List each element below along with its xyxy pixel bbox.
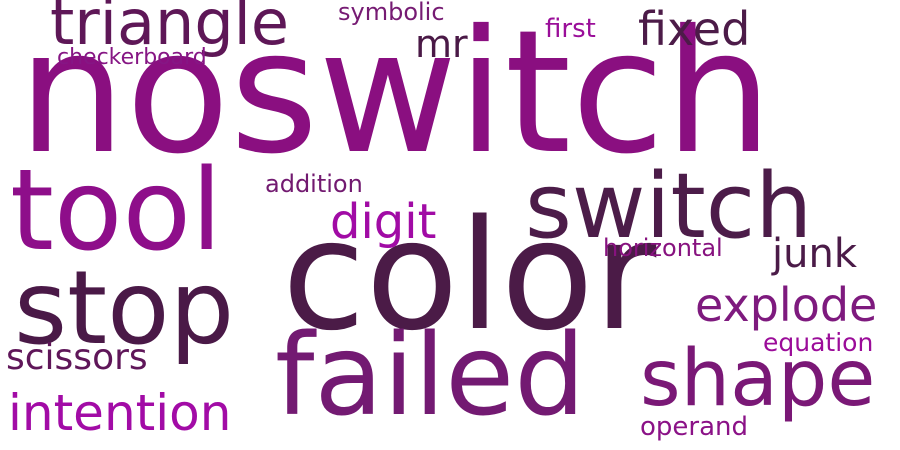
word-explode: explode xyxy=(695,278,878,332)
word-noswitch: noswitch xyxy=(18,0,773,192)
word-shape: shape xyxy=(640,334,876,424)
word-digit: digit xyxy=(330,194,437,250)
word-fixed: fixed xyxy=(638,2,751,56)
word-equation: equation xyxy=(763,328,874,357)
word-checkerboard: checkerboard xyxy=(57,45,207,70)
word-operand: operand xyxy=(640,412,749,442)
word-addition: addition xyxy=(265,170,363,198)
word-color: color xyxy=(282,187,657,364)
word-first: first xyxy=(545,14,596,44)
word-mr: mr xyxy=(415,22,468,66)
word-triangle: triangle xyxy=(50,0,290,59)
word-failed: failed xyxy=(275,311,586,441)
word-junk: junk xyxy=(772,231,857,277)
word-horizontal: horizontal xyxy=(603,234,723,262)
word-tool: tool xyxy=(10,146,223,276)
word-intention: intention xyxy=(8,384,232,442)
word-stop: stop xyxy=(14,249,235,368)
word-symbolic: symbolic xyxy=(338,0,445,26)
word-scissors: scissors xyxy=(6,337,148,378)
word-switch: switch xyxy=(525,154,813,259)
